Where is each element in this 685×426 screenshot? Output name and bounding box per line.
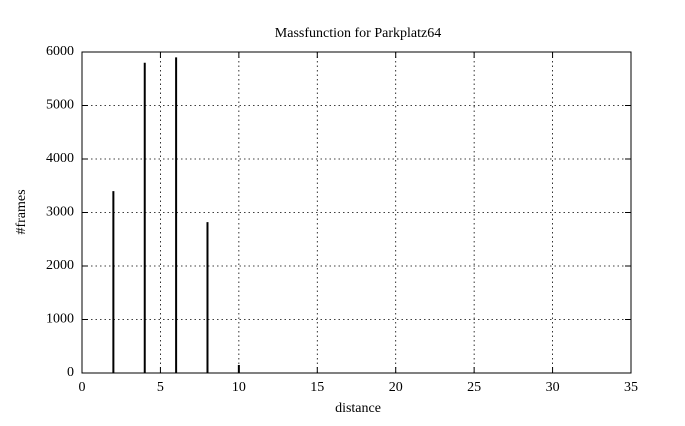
y-tick-label: 0 bbox=[67, 365, 74, 380]
y-axis-label: #frames bbox=[14, 189, 29, 234]
x-axis-label: distance bbox=[335, 401, 381, 416]
y-tick-label: 4000 bbox=[46, 151, 74, 166]
x-tick-label: 15 bbox=[310, 380, 324, 395]
y-tick-label: 1000 bbox=[46, 312, 74, 327]
chart-title: Massfunction for Parkplatz64 bbox=[275, 26, 441, 41]
x-tick-label: 35 bbox=[624, 380, 638, 395]
x-tick-label: 20 bbox=[389, 380, 403, 395]
x-tick-label: 10 bbox=[232, 380, 246, 395]
y-tick-label: 2000 bbox=[46, 258, 74, 273]
x-tick-label: 25 bbox=[467, 380, 481, 395]
x-tick-label: 0 bbox=[79, 380, 86, 395]
x-tick-label: 30 bbox=[546, 380, 560, 395]
y-tick-label: 3000 bbox=[46, 205, 74, 220]
x-tick-label: 5 bbox=[157, 380, 164, 395]
y-tick-label: 6000 bbox=[46, 44, 74, 59]
y-tick-label: 5000 bbox=[46, 98, 74, 113]
